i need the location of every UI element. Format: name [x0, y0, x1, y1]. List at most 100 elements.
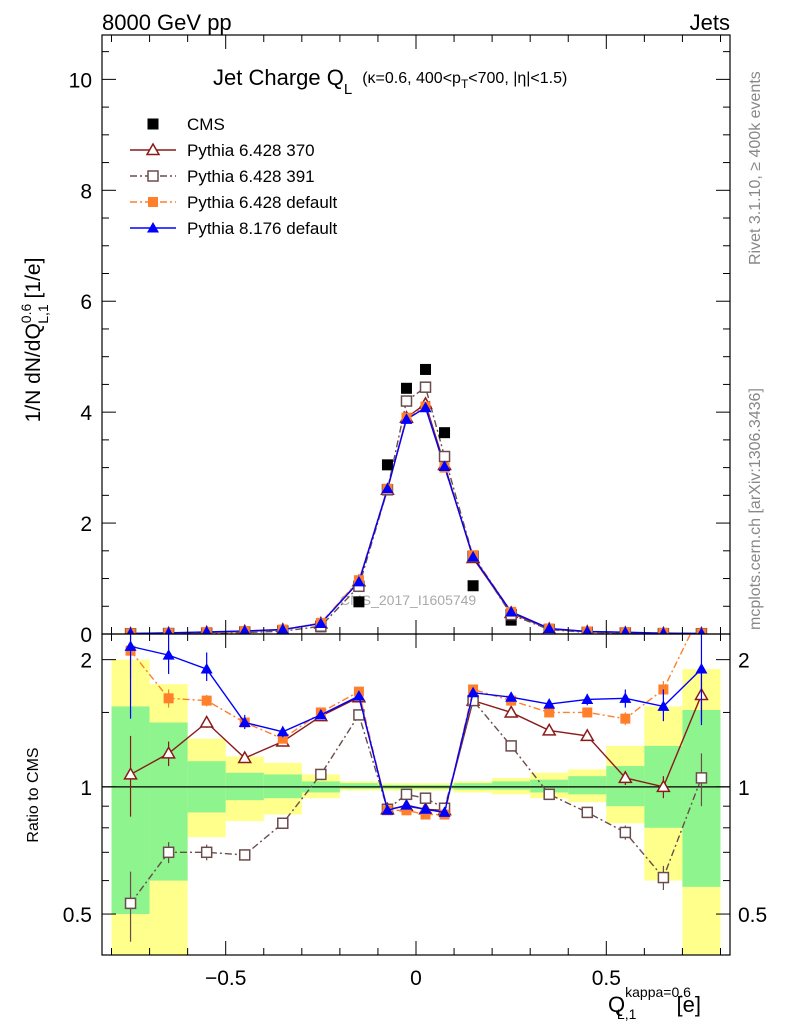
legend-marker — [147, 222, 159, 233]
ratio-marker — [619, 692, 632, 703]
ratio-ytick-label-right: 0.5 — [738, 904, 767, 927]
ratio-marker — [400, 799, 413, 810]
ratio-marker — [276, 725, 289, 737]
main-marker — [467, 580, 479, 592]
ratio-marker — [400, 788, 413, 801]
legend-marker — [147, 118, 159, 130]
ratio-line — [130, 645, 702, 814]
ratio-series — [123, 607, 709, 942]
uncertainty-band-inner — [339, 783, 378, 789]
ratio-marker — [124, 640, 137, 651]
main-ylabel: 1/N dN/dQ0.6L,1 [1/e] — [18, 258, 51, 423]
ratio-marker — [124, 897, 137, 910]
ratio-ytick-label: 0.5 — [63, 904, 92, 927]
ratio-marker — [467, 686, 480, 698]
legend-label: Pythia 6.428 default — [187, 193, 338, 212]
main-marker — [164, 626, 173, 634]
legend-entry: Pythia 8.176 default — [130, 219, 338, 238]
main-marker — [620, 626, 630, 634]
ratio-line — [129, 634, 692, 816]
main-ytick-label: 6 — [80, 291, 92, 314]
uncertainty-band-inner — [568, 776, 607, 795]
ratio-marker — [543, 698, 556, 709]
main-marker — [314, 617, 327, 628]
ratio-marker — [200, 663, 213, 674]
ratio-marker — [238, 716, 251, 727]
main-marker — [438, 450, 451, 463]
ratio-marker — [620, 713, 631, 724]
main-marker — [400, 395, 413, 407]
main-ytick-label: 2 — [80, 513, 92, 536]
ratio-marker — [315, 768, 327, 781]
main-line — [130, 386, 702, 634]
ratio-marker — [123, 766, 138, 780]
main-marker — [543, 622, 556, 633]
main-marker — [352, 575, 365, 587]
chart-title: Jet Charge QL(κ=0.6, 400<pT<700, |η|<1.5… — [213, 65, 567, 98]
ratio-marker — [199, 714, 214, 728]
ratio-marker — [541, 722, 557, 736]
ratio-marker — [162, 846, 175, 859]
main-marker — [126, 627, 135, 634]
main-marker — [439, 427, 451, 439]
ratio-marker — [161, 745, 176, 759]
legend-marker — [145, 142, 161, 156]
ratio-ytick-label: 2 — [80, 650, 92, 673]
legend-label: Pythia 6.428 391 — [187, 167, 315, 186]
legend-entry: CMS — [147, 115, 225, 134]
ratio-marker — [581, 806, 594, 819]
ratio-line — [129, 699, 703, 904]
main-marker — [420, 363, 432, 375]
ratio-marker — [657, 700, 670, 711]
ratio-xtick-label: −0.5 — [205, 967, 246, 990]
ratio-marker — [314, 708, 327, 720]
ratio-marker — [419, 792, 432, 804]
ratio-marker — [695, 663, 708, 674]
legend-entry: Pythia 6.428 default — [130, 193, 338, 212]
legend: CMS Pythia 6.428 370 Pythia 6.428 391 Pythi… — [130, 115, 338, 238]
legend-label: Pythia 6.428 370 — [187, 141, 315, 160]
ratio-panel: −0.5 0 0.5 0.5 0.5 1 1 2 2 — [63, 607, 767, 990]
ratio-marker — [543, 788, 555, 801]
legend-entry: Pythia 6.428 370 — [130, 141, 315, 160]
main-marker — [659, 627, 668, 634]
legend-label: Pythia 8.176 default — [187, 219, 338, 238]
main-marker — [438, 460, 451, 472]
legend-marker — [148, 197, 158, 207]
side-label-mcplots: mcplots.cern.ch [arXiv:1306.3436] — [747, 388, 764, 630]
ratio-marker — [277, 733, 288, 744]
ratio-marker — [656, 779, 671, 793]
uncertainty-band-inner — [492, 781, 531, 790]
ratio-marker — [238, 849, 251, 861]
main-ytick-label: 4 — [80, 402, 92, 425]
ratio-marker — [544, 707, 555, 718]
ratio-ytick-label-right: 2 — [738, 650, 750, 673]
ratio-marker — [618, 770, 633, 784]
main-marker — [697, 627, 706, 634]
main-marker — [400, 382, 412, 394]
main-marker — [505, 605, 518, 617]
ratio-marker — [237, 750, 253, 764]
ratio-marker — [696, 607, 706, 617]
main-marker — [202, 625, 212, 634]
ratio-marker — [200, 846, 213, 859]
main-marker — [419, 381, 432, 393]
ratio-marker — [657, 871, 670, 884]
main-ytick-label: 0 — [80, 624, 92, 647]
ratio-xlabel: Qkappa=0.6 L,1 [e] — [608, 984, 701, 1022]
ratio-marker — [381, 804, 394, 815]
legend-label: CMS — [187, 115, 225, 134]
ratio-ylabel: Ratio to CMS — [25, 747, 42, 842]
main-marker — [239, 624, 250, 634]
ratio-ytick-label: 1 — [80, 777, 92, 800]
main-marker — [353, 596, 365, 608]
ratio-marker — [420, 809, 431, 820]
main-line — [130, 406, 702, 634]
main-marker — [467, 550, 480, 562]
legend-marker — [147, 170, 159, 182]
uncertainty-band-inner — [530, 779, 569, 793]
ratio-marker — [582, 707, 593, 718]
ratio-marker — [419, 803, 432, 814]
ratio-marker — [352, 690, 365, 701]
